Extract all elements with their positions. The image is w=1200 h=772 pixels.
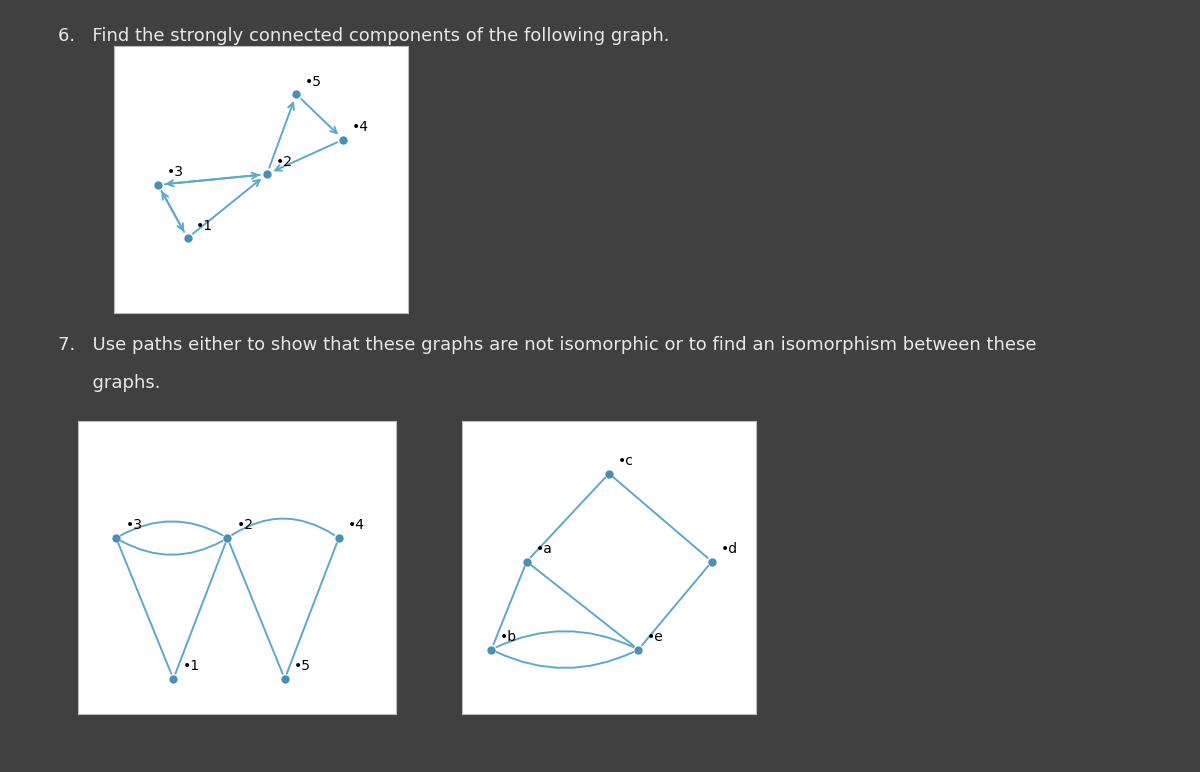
Text: •1: •1 xyxy=(197,218,214,233)
FancyArrowPatch shape xyxy=(301,99,337,134)
FancyArrowPatch shape xyxy=(229,543,283,674)
Text: •2: •2 xyxy=(238,518,254,532)
FancyArrowPatch shape xyxy=(532,565,634,646)
Text: •5: •5 xyxy=(294,659,311,673)
Text: •e: •e xyxy=(647,630,664,644)
FancyArrowPatch shape xyxy=(121,541,223,555)
FancyArrowPatch shape xyxy=(167,174,260,186)
FancyArrowPatch shape xyxy=(193,180,259,234)
Text: •5: •5 xyxy=(305,75,322,89)
FancyArrowPatch shape xyxy=(275,142,337,171)
Text: •a: •a xyxy=(535,542,552,556)
FancyArrowPatch shape xyxy=(287,543,337,674)
FancyArrowPatch shape xyxy=(162,193,184,232)
Text: •c: •c xyxy=(618,454,634,468)
Text: •3: •3 xyxy=(167,165,184,179)
Text: graphs.: graphs. xyxy=(58,374,160,392)
Text: •d: •d xyxy=(721,542,738,556)
FancyArrowPatch shape xyxy=(497,652,634,668)
Text: •b: •b xyxy=(500,630,517,644)
Text: 6.   Find the strongly connected components of the following graph.: 6. Find the strongly connected component… xyxy=(58,27,670,45)
Text: •4: •4 xyxy=(352,120,370,134)
FancyArrowPatch shape xyxy=(613,477,708,558)
FancyArrowPatch shape xyxy=(162,191,184,230)
FancyArrowPatch shape xyxy=(642,566,708,645)
Text: •1: •1 xyxy=(182,659,200,673)
FancyArrowPatch shape xyxy=(232,519,334,535)
FancyArrowPatch shape xyxy=(175,543,226,674)
FancyArrowPatch shape xyxy=(269,103,294,168)
FancyArrowPatch shape xyxy=(530,478,605,557)
FancyArrowPatch shape xyxy=(493,567,524,645)
Text: •4: •4 xyxy=(348,518,365,532)
Text: 7.   Use paths either to show that these graphs are not isomorphic or to find an: 7. Use paths either to show that these g… xyxy=(58,336,1036,354)
FancyArrowPatch shape xyxy=(121,521,223,535)
Text: •2: •2 xyxy=(276,155,293,169)
Text: •3: •3 xyxy=(126,518,143,532)
FancyArrowPatch shape xyxy=(497,631,634,647)
FancyArrowPatch shape xyxy=(119,543,172,674)
FancyArrowPatch shape xyxy=(166,173,258,185)
